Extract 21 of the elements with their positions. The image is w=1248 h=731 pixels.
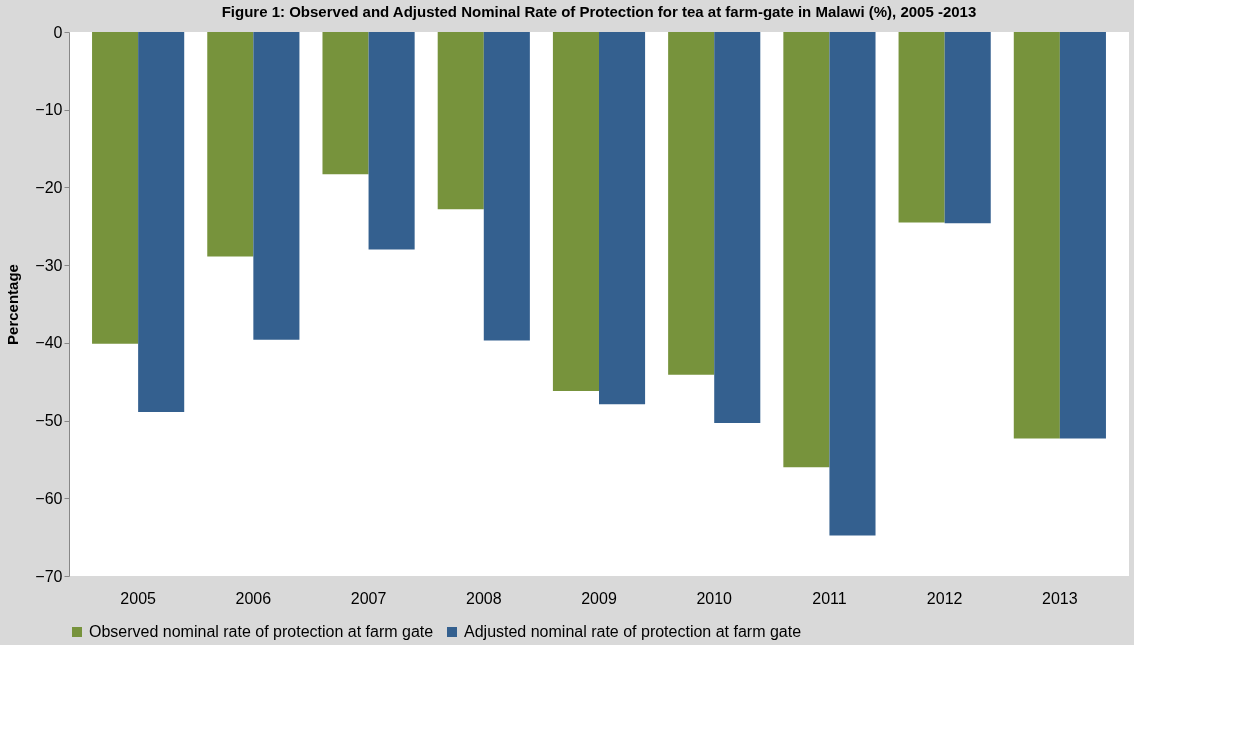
legend-label: Adjusted nominal rate of protection at farm gate xyxy=(464,623,802,640)
legend-label: Observed nominal rate of protection at farm gate xyxy=(89,623,434,640)
x-tick-label: 2007 xyxy=(350,589,387,607)
chart-title: Figure 1: Observed and Adjusted Nominal Rate of Protection for tea at farm-gate in Malawi (%), 2005 -2013 xyxy=(221,3,977,20)
y-tick-label: −10 xyxy=(35,101,63,119)
x-tick-label: 2013 xyxy=(1042,589,1078,607)
x-tick-label: 2011 xyxy=(812,589,847,607)
y-axis-title: Percentage xyxy=(4,264,22,345)
x-tick-label: 2008 xyxy=(465,589,502,607)
y-tick-label: −70 xyxy=(35,567,63,585)
x-tick-label: 2005 xyxy=(120,589,157,607)
y-tick-label: −30 xyxy=(35,256,63,274)
y-tick-label: −60 xyxy=(35,489,63,507)
y-tick-label: −20 xyxy=(35,178,63,196)
x-tick-label: 2010 xyxy=(696,589,733,607)
y-tick-label: −50 xyxy=(35,412,63,430)
y-tick-label: 0 xyxy=(53,23,63,41)
x-tick-label: 2012 xyxy=(926,589,963,607)
y-tick-label: −40 xyxy=(35,334,63,352)
x-tick-label: 2006 xyxy=(235,589,272,607)
x-tick-label: 2009 xyxy=(581,589,617,607)
